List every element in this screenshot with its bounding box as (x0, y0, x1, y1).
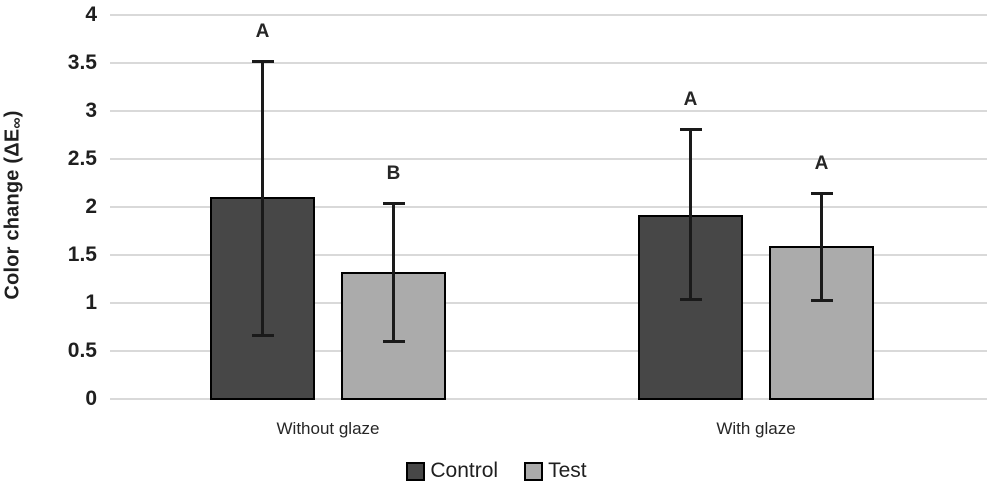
error-bar-line-control-without-glaze (261, 61, 264, 336)
y-axis-tick-label-2: 2 (85, 195, 97, 218)
gridline-0 (110, 398, 987, 400)
error-bar-cap-bottom-test-with-glaze (810, 299, 833, 303)
gridline-2.5 (110, 158, 987, 160)
x-category-label-without-glaze: Without glaze (276, 419, 380, 438)
y-axis-title-close: ) (1, 110, 24, 118)
bar-test-without-glaze (341, 272, 446, 400)
y-axis-title: Color change (ΔE∞) (2, 110, 27, 299)
y-axis-tick-label-1: 1 (85, 291, 97, 314)
gridline-2 (110, 206, 987, 208)
legend-item-test: Test (524, 459, 587, 483)
error-bar-line-control-with-glaze (689, 129, 692, 301)
error-bar-cap-top-control-with-glaze (679, 128, 702, 132)
y-axis-tick-label-4: 4 (85, 3, 97, 26)
legend-label-test: Test (548, 459, 587, 482)
gridline-3.5 (110, 62, 987, 64)
y-axis-title-text: Color change (ΔE (1, 128, 24, 300)
significance-letter-test-without-glaze: B (386, 163, 401, 185)
gridline-0.5 (110, 350, 987, 352)
legend: Control Test (0, 459, 993, 483)
y-axis-tick-label-1.5: 1.5 (67, 243, 97, 266)
legend-swatch-control (406, 461, 426, 481)
legend-label-control: Control (430, 459, 499, 482)
y-axis-tick-label-2.5: 2.5 (67, 147, 97, 170)
gridline-4 (110, 14, 987, 16)
y-axis-tick-label-0: 0 (85, 387, 97, 410)
error-bar-line-test-with-glaze (820, 192, 823, 302)
significance-letter-control-without-glaze: A (255, 21, 270, 43)
gridline-3 (110, 110, 987, 112)
significance-letter-test-with-glaze: A (814, 152, 829, 174)
error-bar-line-test-without-glaze (392, 203, 395, 343)
y-axis-tick-label-3: 3 (85, 99, 97, 122)
legend-item-control: Control (406, 459, 498, 483)
x-category-label-with-glaze: With glaze (716, 419, 796, 438)
y-axis-tick-label-0.5: 0.5 (67, 339, 97, 362)
error-bar-cap-top-control-without-glaze (251, 60, 274, 64)
error-bar-cap-bottom-control-without-glaze (251, 333, 274, 337)
legend-swatch-test (524, 461, 544, 481)
significance-letter-control-with-glaze: A (683, 89, 698, 111)
gridline-1.5 (110, 254, 987, 256)
error-bar-cap-bottom-control-with-glaze (679, 298, 702, 302)
error-bar-cap-top-test-with-glaze (810, 191, 833, 195)
gridline-1 (110, 302, 987, 304)
y-axis-tick-label-3.5: 3.5 (67, 51, 97, 74)
error-bar-cap-bottom-test-without-glaze (382, 340, 405, 344)
error-bar-cap-top-test-without-glaze (382, 202, 405, 206)
y-axis-title-subscript: ∞ (8, 117, 26, 129)
